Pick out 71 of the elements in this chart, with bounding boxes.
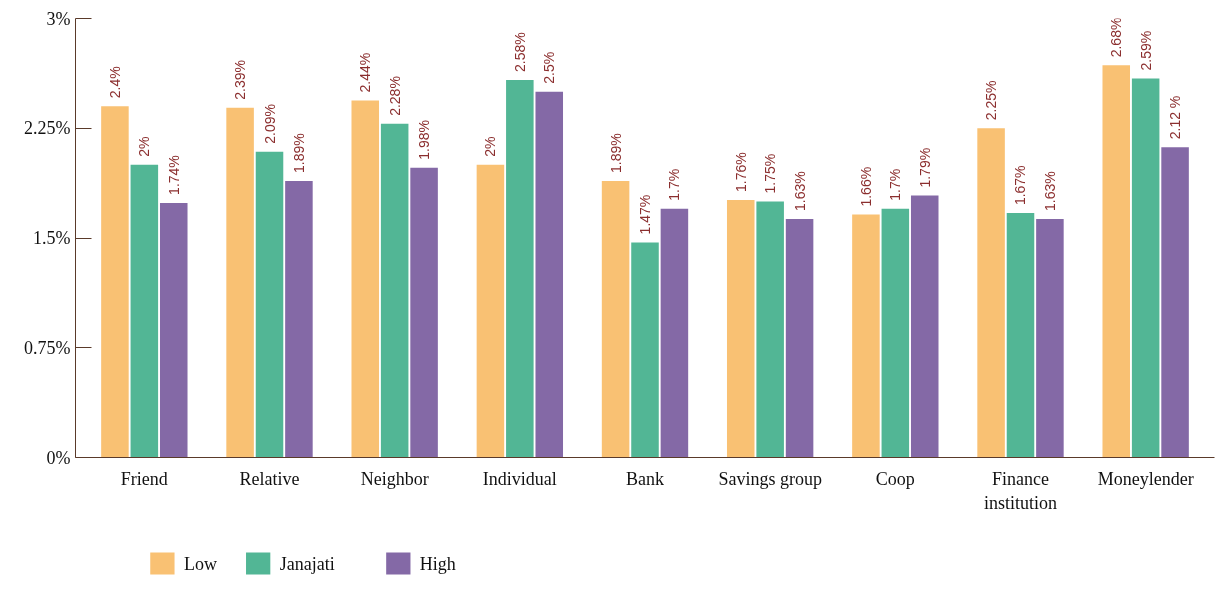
- data-label: 2.59%: [1137, 30, 1154, 71]
- bar: [380, 123, 409, 458]
- data-label: 2%: [482, 136, 499, 157]
- data-label: 2.5%: [541, 51, 558, 84]
- data-label: 2.4%: [106, 66, 123, 99]
- data-label: 2.68%: [1108, 17, 1125, 58]
- x-tick-label: Savings group: [718, 468, 822, 489]
- data-label: 1.63%: [1041, 171, 1058, 211]
- bar: [977, 128, 1005, 458]
- data-label: 2%: [136, 136, 153, 157]
- data-label: 1.47%: [637, 194, 653, 235]
- bar: [351, 100, 380, 458]
- y-tick-label: 0.75%: [24, 337, 71, 358]
- x-tick-label: Coop: [875, 468, 915, 489]
- y-tick-label: 1.5%: [33, 228, 71, 248]
- data-label: 1.89%: [607, 133, 624, 173]
- data-label: 2.09%: [261, 103, 278, 144]
- bar: [159, 202, 188, 458]
- bar: [1161, 147, 1189, 458]
- bar: [726, 199, 755, 458]
- bar: [601, 180, 630, 458]
- bar: [476, 164, 505, 458]
- data-label: 1.63%: [791, 171, 808, 211]
- bar: [130, 164, 159, 458]
- x-tick-label: Friend: [120, 468, 168, 489]
- bar: [756, 201, 784, 458]
- x-tick-label: Neighbor: [360, 468, 429, 489]
- bar: [852, 214, 880, 458]
- bar: [785, 218, 814, 458]
- data-label: 2.12 %: [1167, 95, 1184, 140]
- data-label: 2.28%: [386, 76, 403, 116]
- x-tick-label: Bank: [626, 468, 664, 489]
- legend-label: High: [419, 553, 456, 574]
- bar: [535, 91, 564, 458]
- legend-label: Janajati: [279, 553, 335, 574]
- x-tick-label: Moneylender: [1097, 468, 1194, 489]
- bar: [255, 151, 284, 458]
- y-tick-label: 0%: [46, 447, 71, 468]
- data-label: 2.44%: [357, 52, 374, 93]
- data-label: 2.25%: [983, 80, 1000, 121]
- y-tick-label: 2.25%: [24, 118, 71, 139]
- bar: [660, 208, 689, 458]
- bar: [881, 208, 910, 458]
- x-tick-label: Relative: [239, 468, 300, 489]
- bar: [1006, 213, 1035, 458]
- legend-label: Low: [183, 553, 217, 574]
- bar: [910, 195, 939, 458]
- data-label: 1.79%: [916, 147, 933, 188]
- bar: [1102, 65, 1131, 458]
- data-label: 1.67%: [1012, 165, 1029, 206]
- x-tick-label: Finance institution: [983, 468, 1057, 513]
- data-label: 1.74%: [165, 155, 182, 195]
- data-label: 1.76%: [732, 152, 749, 192]
- bar: [101, 106, 129, 458]
- y-tick-label: 3%: [46, 8, 71, 29]
- data-label: 1.98%: [416, 120, 433, 160]
- data-label: 1.75%: [762, 153, 779, 194]
- bar: [631, 242, 659, 458]
- bar: [1131, 78, 1160, 458]
- bar: [506, 79, 534, 458]
- data-label: 2.39%: [232, 60, 249, 100]
- bar: [226, 107, 254, 458]
- bar: [410, 167, 438, 458]
- bar: [285, 180, 313, 458]
- data-label: 1.66%: [857, 166, 874, 207]
- bar: [1036, 218, 1064, 458]
- data-label: 2.58%: [511, 32, 528, 72]
- x-tick-label: Individual: [482, 468, 557, 489]
- data-label: 1.7%: [887, 168, 904, 201]
- data-label: 1.89%: [290, 133, 307, 173]
- data-label: 1.7%: [666, 168, 683, 201]
